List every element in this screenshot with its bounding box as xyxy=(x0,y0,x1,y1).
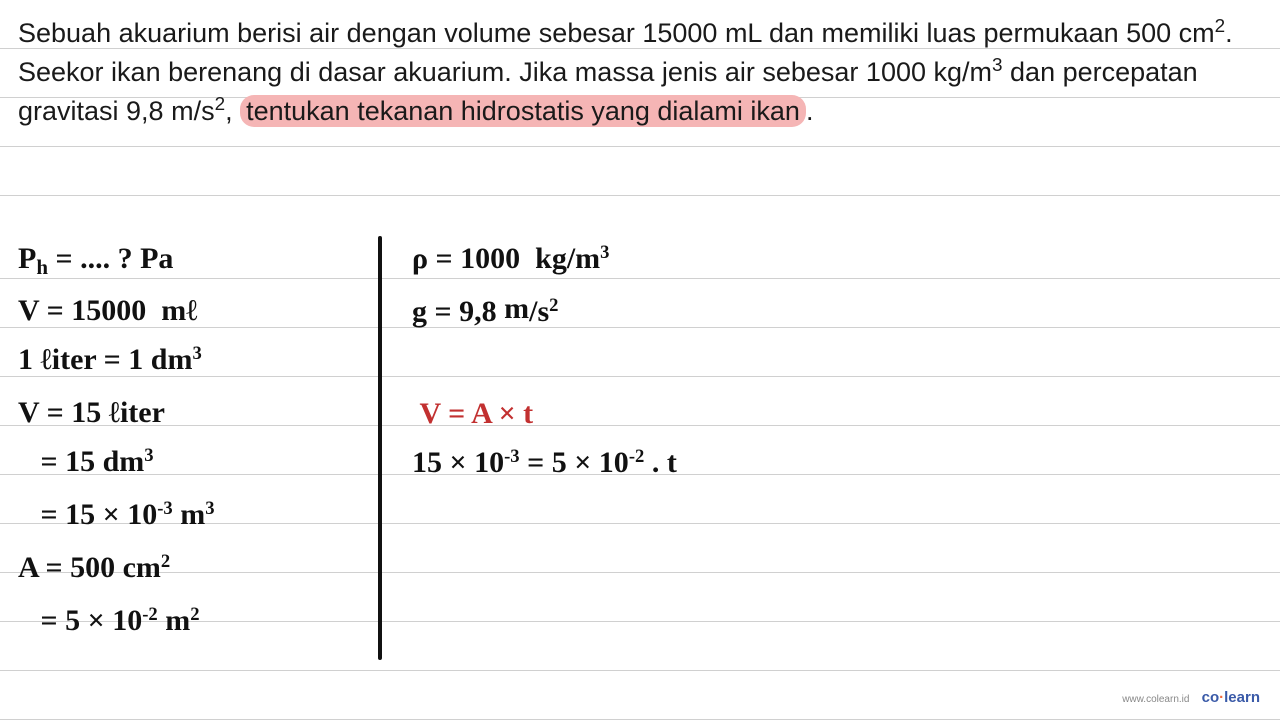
work-line: V = 15 ℓiter xyxy=(18,388,388,437)
work-line: 15 × 10-3 = 5 × 10-2 . t xyxy=(412,438,1240,491)
brand-pre: co xyxy=(1202,689,1220,706)
problem-text: Sebuah akuarium berisi air dengan volume… xyxy=(18,14,1240,130)
work-line: 1 ℓiter = 1 dm3 xyxy=(18,335,388,388)
problem-highlight: tentukan tekanan hidrostatis yang dialam… xyxy=(240,95,806,127)
right-column: ρ = 1000 kg/m3 g = 9,8 m/s2 V = A × t 15… xyxy=(388,234,1240,680)
handwritten-work: Ph = .... ? Pa V = 15000 mℓ 1 ℓiter = 1 … xyxy=(18,234,1240,680)
work-line-formula: V = A × t xyxy=(412,389,1240,438)
work-line: = 15 × 10-3 m3 xyxy=(18,490,388,543)
work-line: = 15 dm3 xyxy=(18,437,388,490)
brand-post: learn xyxy=(1224,689,1260,706)
work-line: A = 500 cm2 xyxy=(18,543,388,596)
work-line: Ph = .... ? Pa xyxy=(18,234,388,286)
watermark: www.colearn.id co·learn xyxy=(1122,689,1260,706)
left-column: Ph = .... ? Pa V = 15000 mℓ 1 ℓiter = 1 … xyxy=(18,234,388,680)
work-line: ρ = 1000 kg/m3 xyxy=(412,234,1240,287)
work-line xyxy=(412,340,1240,389)
watermark-site: www.colearn.id xyxy=(1122,694,1189,705)
work-line: g = 9,8 m/s2 xyxy=(412,287,1240,340)
work-line: = 5 × 10-2 m2 xyxy=(18,596,388,649)
work-line: V = 15000 mℓ xyxy=(18,286,388,335)
problem-period: . xyxy=(806,96,814,126)
watermark-brand: co·learn xyxy=(1202,689,1260,706)
